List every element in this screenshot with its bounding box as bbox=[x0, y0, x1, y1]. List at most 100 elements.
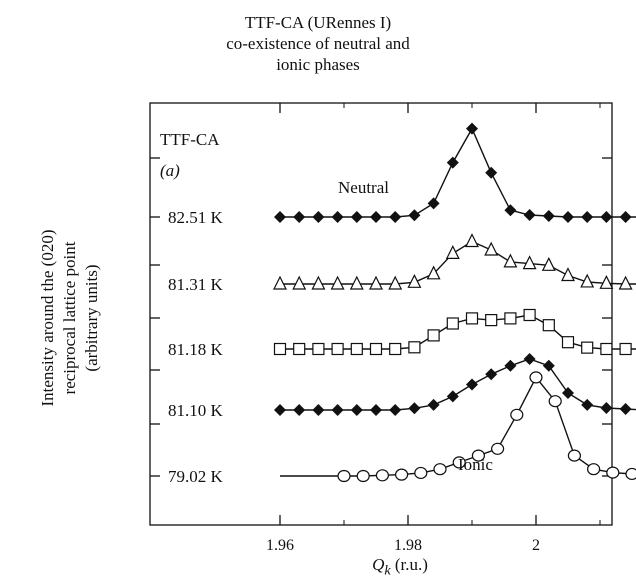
data-point-triangle bbox=[522, 255, 537, 270]
data-point-square bbox=[427, 329, 440, 342]
data-point-triangle bbox=[311, 275, 326, 290]
data-point-square bbox=[312, 342, 325, 356]
data-point-circle bbox=[395, 468, 409, 481]
data-point-diamond bbox=[466, 122, 478, 135]
data-point-diamond bbox=[600, 401, 613, 414]
data-point-circle bbox=[414, 466, 428, 480]
data-point-diamond bbox=[485, 368, 498, 381]
data-point-circle bbox=[375, 469, 389, 482]
data-point-diamond bbox=[542, 209, 555, 222]
chart-title-line-3: ionic phases bbox=[276, 55, 360, 74]
data-point-diamond bbox=[619, 211, 632, 223]
data-point-diamond bbox=[293, 211, 306, 223]
data-point-diamond bbox=[485, 166, 498, 179]
data-point-triangle bbox=[618, 275, 633, 290]
sample-annotation: TTF-CA bbox=[160, 130, 220, 149]
data-point-diamond bbox=[504, 204, 517, 217]
data-point-circle bbox=[548, 395, 562, 408]
data-point-triangle bbox=[273, 275, 287, 290]
data-point-circle bbox=[510, 408, 524, 421]
data-point-square bbox=[446, 317, 459, 330]
ionic-annotation: Ionic bbox=[458, 455, 493, 474]
series-label: 82.51 K bbox=[168, 208, 224, 227]
data-point-diamond bbox=[504, 359, 517, 372]
data-point-diamond bbox=[274, 211, 286, 223]
data-point-triangle bbox=[292, 275, 307, 290]
series-lines bbox=[280, 127, 636, 477]
data-point-triangle bbox=[580, 273, 595, 288]
data-point-circle bbox=[433, 463, 447, 476]
data-point-diamond bbox=[581, 211, 594, 223]
data-point-diamond bbox=[581, 398, 594, 411]
data-point-square bbox=[369, 342, 383, 356]
data-point-triangle bbox=[599, 274, 614, 289]
data-point-circle bbox=[586, 463, 601, 476]
data-point-circle bbox=[337, 469, 351, 483]
data-point-triangle bbox=[561, 267, 575, 282]
x-tick-label: 1.96 bbox=[266, 537, 294, 554]
data-point-square bbox=[619, 342, 632, 356]
data-point-square bbox=[350, 342, 363, 356]
data-point-square bbox=[293, 342, 306, 356]
data-point-circle bbox=[452, 456, 466, 469]
data-point-circle bbox=[471, 449, 485, 462]
data-point-square bbox=[273, 342, 287, 356]
data-point-diamond bbox=[408, 209, 421, 222]
data-point-square bbox=[465, 312, 479, 325]
x-tick-label: 2 bbox=[532, 537, 540, 554]
data-point-diamond bbox=[350, 404, 363, 416]
data-point-diamond bbox=[331, 211, 344, 223]
data-point-square bbox=[331, 342, 344, 356]
series-labels: 82.51 K 81.31 K 81.18 K 81.10 K 79.02 K bbox=[168, 208, 224, 486]
series-line bbox=[280, 127, 636, 218]
series-label: 81.18 K bbox=[168, 340, 224, 359]
data-point-diamond bbox=[427, 398, 440, 411]
series-markers bbox=[273, 122, 636, 483]
data-point-triangle bbox=[407, 273, 422, 288]
data-point-triangle bbox=[484, 241, 499, 256]
x-axis-subscript: k bbox=[384, 562, 391, 579]
data-point-diamond bbox=[408, 402, 421, 415]
data-point-diamond bbox=[427, 197, 440, 210]
data-point-diamond bbox=[562, 211, 574, 223]
data-point-diamond bbox=[370, 211, 382, 223]
data-point-triangle bbox=[426, 265, 441, 280]
data-point-diamond bbox=[446, 390, 459, 403]
x-tick-labels: 1.961.9822.02 bbox=[266, 537, 540, 554]
data-point-diamond bbox=[312, 404, 325, 416]
data-point-diamond bbox=[350, 211, 363, 223]
data-point-diamond bbox=[542, 359, 555, 372]
data-point-diamond bbox=[446, 156, 459, 169]
data-point-square bbox=[523, 308, 536, 322]
data-point-diamond bbox=[389, 404, 402, 416]
chart-title-line-1: TTF-CA (URennes I) bbox=[244, 13, 392, 32]
panel-annotation: (a) bbox=[160, 161, 180, 180]
series-label: 81.31 K bbox=[168, 275, 224, 294]
series-line bbox=[280, 358, 636, 411]
data-point-circle bbox=[606, 466, 620, 479]
data-point-square bbox=[542, 319, 555, 332]
data-point-diamond bbox=[600, 211, 613, 223]
data-point-square bbox=[561, 336, 575, 349]
data-point-diamond bbox=[312, 211, 325, 223]
chart-title-line-2: co-existence of neutral and bbox=[226, 34, 410, 53]
series-line bbox=[280, 240, 636, 285]
data-point-diamond bbox=[370, 404, 382, 416]
plot-frame bbox=[149, 102, 613, 526]
data-point-circle bbox=[491, 442, 505, 455]
data-point-triangle bbox=[330, 275, 345, 290]
data-point-square bbox=[504, 312, 517, 325]
data-point-diamond bbox=[619, 402, 632, 415]
x-tick-label: 1.98 bbox=[394, 537, 422, 554]
data-point-triangle bbox=[465, 233, 479, 248]
data-point-triangle bbox=[388, 275, 403, 290]
data-point-diamond bbox=[293, 404, 306, 416]
data-point-square bbox=[600, 342, 613, 356]
annotations: TTF-CA (a) Neutral Ionic bbox=[160, 130, 493, 474]
axes bbox=[149, 102, 613, 526]
series-label: 79.02 K bbox=[168, 467, 224, 486]
data-point-square bbox=[389, 342, 402, 356]
series-label: 81.10 K bbox=[168, 401, 224, 420]
